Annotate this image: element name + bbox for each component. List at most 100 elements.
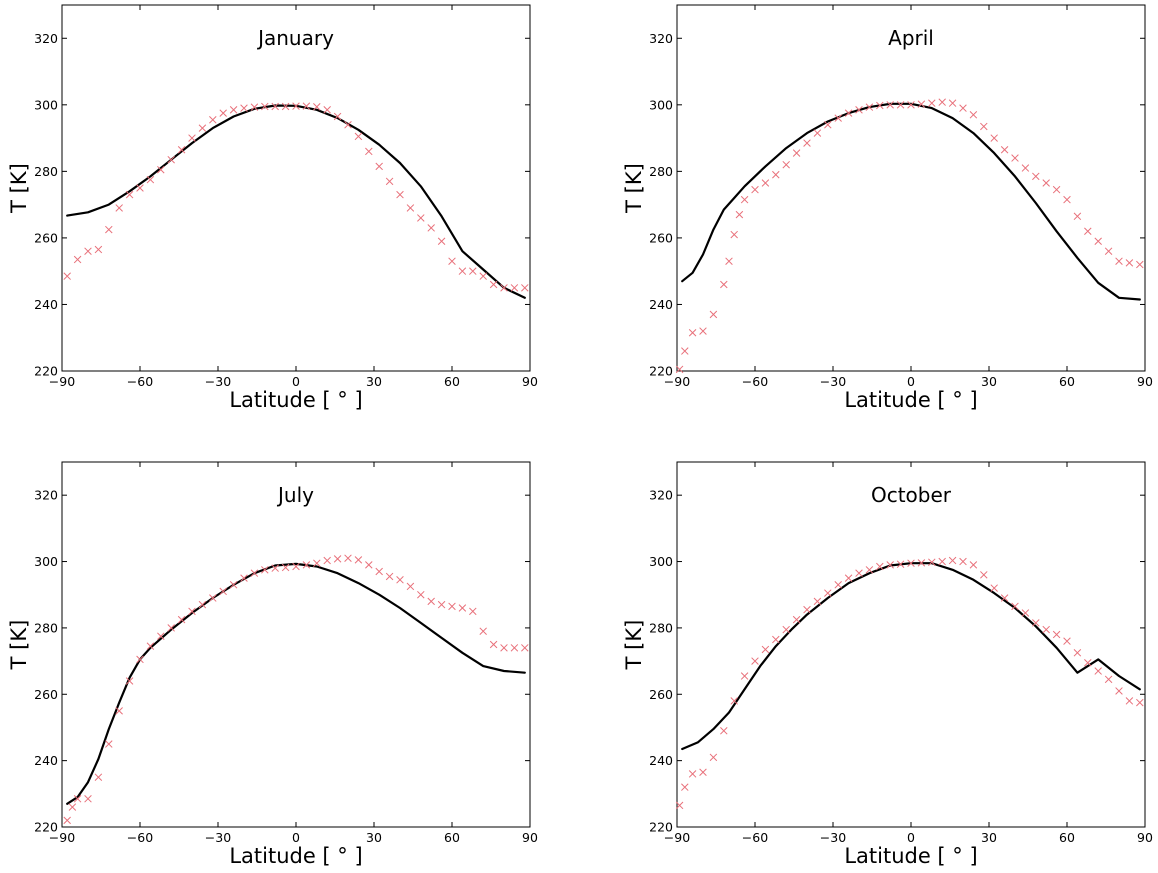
- x-marker-point: [990, 584, 998, 592]
- y-axis-label: T [K]: [622, 163, 646, 214]
- x-marker-point: [396, 190, 404, 199]
- x-tick-label: 60: [444, 374, 460, 389]
- x-marker-point: [510, 284, 519, 292]
- x-marker-point: [261, 102, 269, 111]
- x-marker-point: [948, 99, 957, 107]
- x-marker-point: [417, 590, 425, 599]
- x-marker-point: [500, 644, 508, 652]
- x-marker-point: [188, 134, 196, 142]
- y-tick-label: 220: [34, 820, 58, 835]
- x-marker-point: [1063, 637, 1071, 645]
- x-marker-point: [365, 561, 373, 569]
- x-marker-point: [261, 566, 269, 574]
- observed-temperature-markers: [675, 556, 1144, 810]
- x-marker-point: [730, 230, 738, 239]
- x-marker-point: [115, 707, 123, 715]
- x-axis-label: Latitude [ ° ]: [229, 388, 362, 412]
- x-marker-point: [177, 145, 186, 154]
- x-marker-point: [292, 562, 300, 571]
- x-tick-label: −90: [49, 374, 75, 389]
- x-marker-point: [68, 803, 77, 811]
- x-marker-point: [917, 559, 926, 567]
- x-marker-point: [907, 101, 915, 109]
- x-marker-point: [198, 600, 207, 609]
- x-marker-point: [1063, 195, 1071, 204]
- x-marker-point: [792, 615, 801, 624]
- x-marker-point: [323, 106, 331, 114]
- x-marker-point: [1094, 237, 1102, 245]
- x-tick-label: −30: [820, 830, 846, 845]
- x-marker-point: [63, 272, 71, 280]
- x-marker-point: [855, 106, 863, 114]
- panel-july: −90 −60 −30 0 30 60 90 220 240 260 280 300 320 July La…: [7, 461, 538, 868]
- y-tick-label: 240: [649, 297, 673, 312]
- x-marker-point: [63, 816, 71, 825]
- x-marker-point: [938, 98, 946, 106]
- x-marker-point: [479, 272, 487, 280]
- x-marker-point: [84, 247, 92, 255]
- panel-october: −90 −60 −30 0 30 60 90 220 240 260 280 300 320 Octobe…: [622, 461, 1153, 868]
- y-tick-label: 260: [34, 230, 58, 245]
- x-tick-label: 0: [292, 830, 300, 845]
- x-marker-point: [681, 347, 689, 355]
- panel-title: January: [256, 26, 334, 50]
- x-marker-point: [1136, 260, 1144, 269]
- y-axis-label: T [K]: [7, 620, 31, 671]
- x-marker-point: [675, 365, 684, 374]
- x-marker-point: [1104, 247, 1113, 255]
- x-marker-point: [824, 121, 832, 129]
- x-marker-point: [772, 635, 780, 644]
- x-marker-point: [1125, 697, 1134, 705]
- x-marker-point: [1125, 259, 1134, 267]
- y-tick-label: 300: [34, 554, 58, 569]
- x-marker-point: [782, 625, 790, 634]
- x-marker-point: [302, 102, 311, 110]
- x-axis-label: Latitude [ ° ]: [844, 844, 977, 868]
- y-tick-label: 280: [34, 620, 58, 635]
- observed-temperature-markers: [63, 102, 529, 292]
- x-marker-point: [209, 116, 217, 124]
- plot-frame: [676, 461, 1146, 828]
- x-marker-point: [1021, 164, 1030, 172]
- x-marker-point: [813, 597, 822, 606]
- x-marker-point: [375, 567, 383, 576]
- y-tick-label: 260: [649, 687, 673, 702]
- x-marker-point: [917, 100, 926, 108]
- plot-frame: [61, 461, 531, 828]
- x-marker-point: [146, 175, 155, 184]
- x-tick-label: 30: [981, 374, 997, 389]
- x-marker-point: [896, 560, 905, 568]
- x-marker-point: [681, 783, 689, 791]
- x-marker-point: [385, 572, 394, 581]
- x-marker-point: [896, 101, 905, 109]
- x-marker-point: [333, 112, 342, 121]
- x-tick-label: −30: [205, 830, 231, 845]
- x-marker-point: [1084, 658, 1092, 667]
- x-marker-point: [167, 155, 175, 164]
- y-tick-label: 320: [649, 488, 673, 503]
- x-tick-label: 90: [522, 374, 538, 389]
- x-marker-point: [725, 257, 733, 265]
- x-marker-point: [824, 589, 832, 597]
- x-marker-point: [146, 642, 155, 650]
- x-marker-point: [886, 101, 894, 109]
- x-marker-point: [803, 605, 811, 614]
- x-marker-point: [510, 644, 519, 652]
- x-marker-point: [292, 102, 300, 110]
- x-tick-label: 90: [1137, 830, 1153, 845]
- y-tick-label: 220: [34, 364, 58, 379]
- x-marker-point: [1000, 145, 1009, 154]
- x-marker-point: [115, 204, 123, 212]
- y-tick-label: 240: [34, 753, 58, 768]
- x-marker-point: [521, 284, 529, 292]
- x-tick-label: −90: [664, 374, 690, 389]
- x-marker-point: [105, 740, 113, 748]
- x-marker-point: [761, 179, 770, 187]
- x-marker-point: [427, 597, 435, 606]
- x-axis-label: Latitude [ ° ]: [844, 388, 977, 412]
- x-marker-point: [709, 310, 718, 319]
- x-marker-point: [344, 121, 352, 129]
- x-marker-point: [1052, 185, 1061, 194]
- x-marker-point: [73, 795, 82, 803]
